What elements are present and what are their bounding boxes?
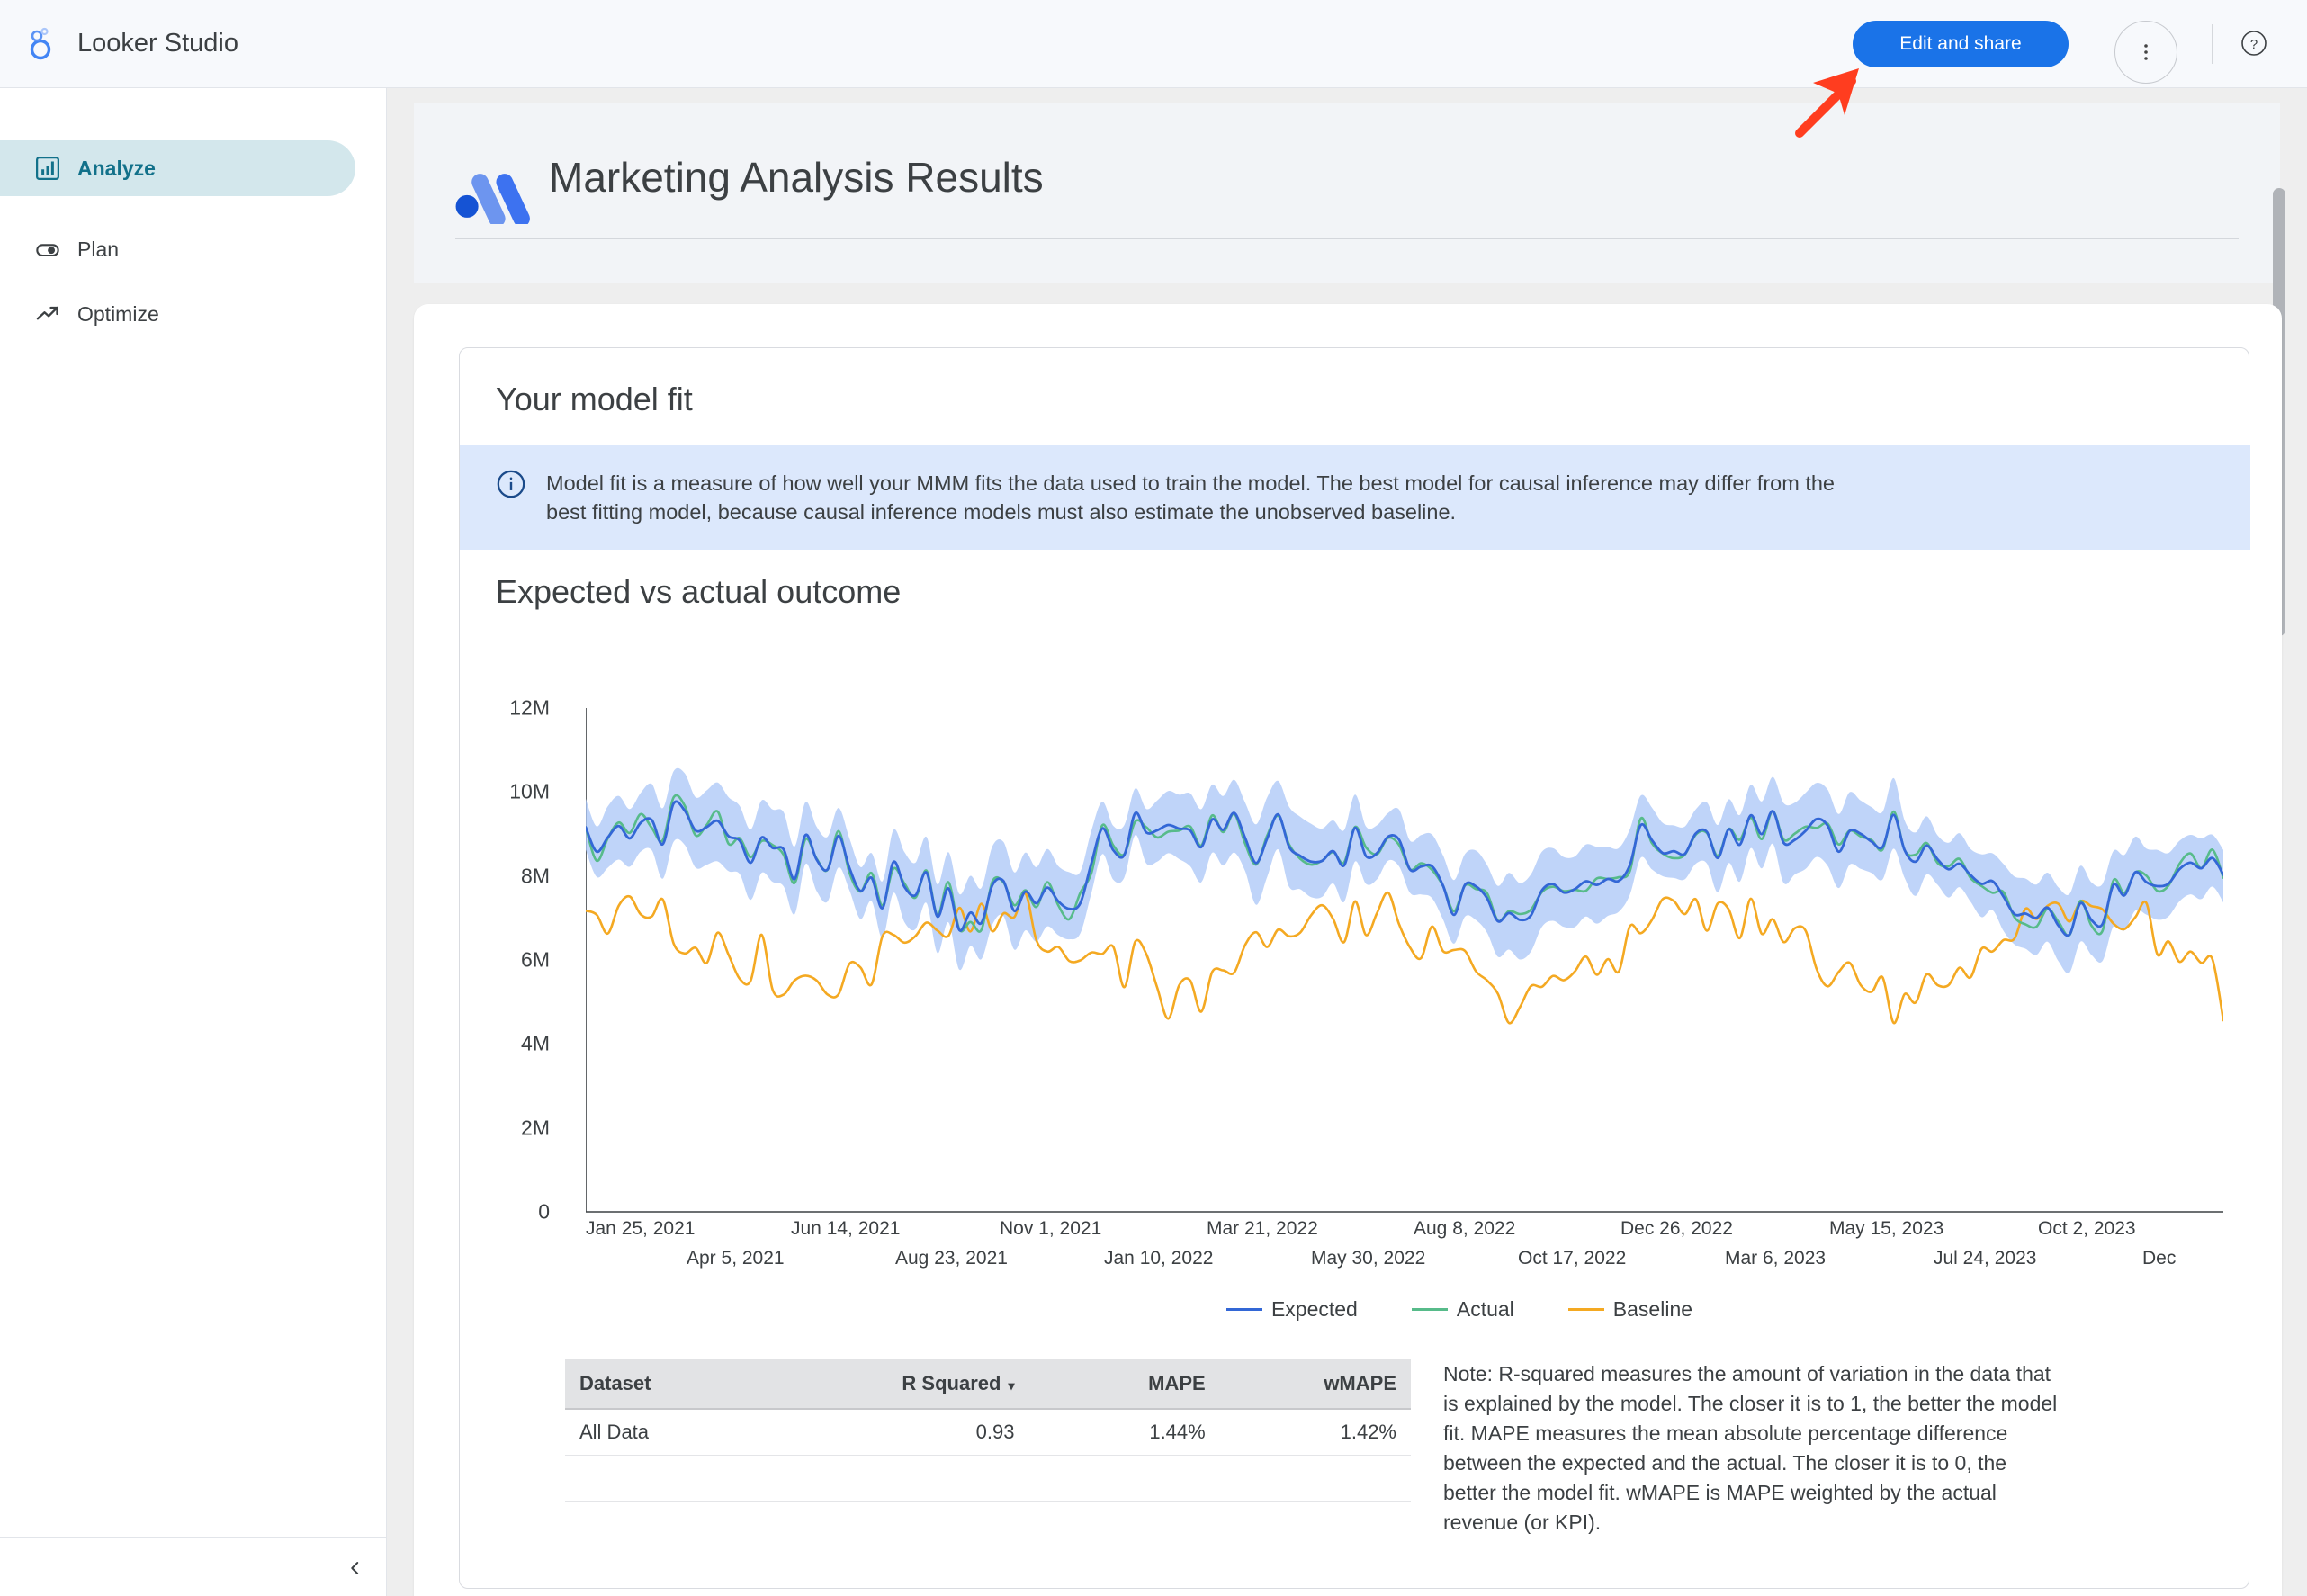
svg-text:?: ? <box>2250 37 2258 52</box>
